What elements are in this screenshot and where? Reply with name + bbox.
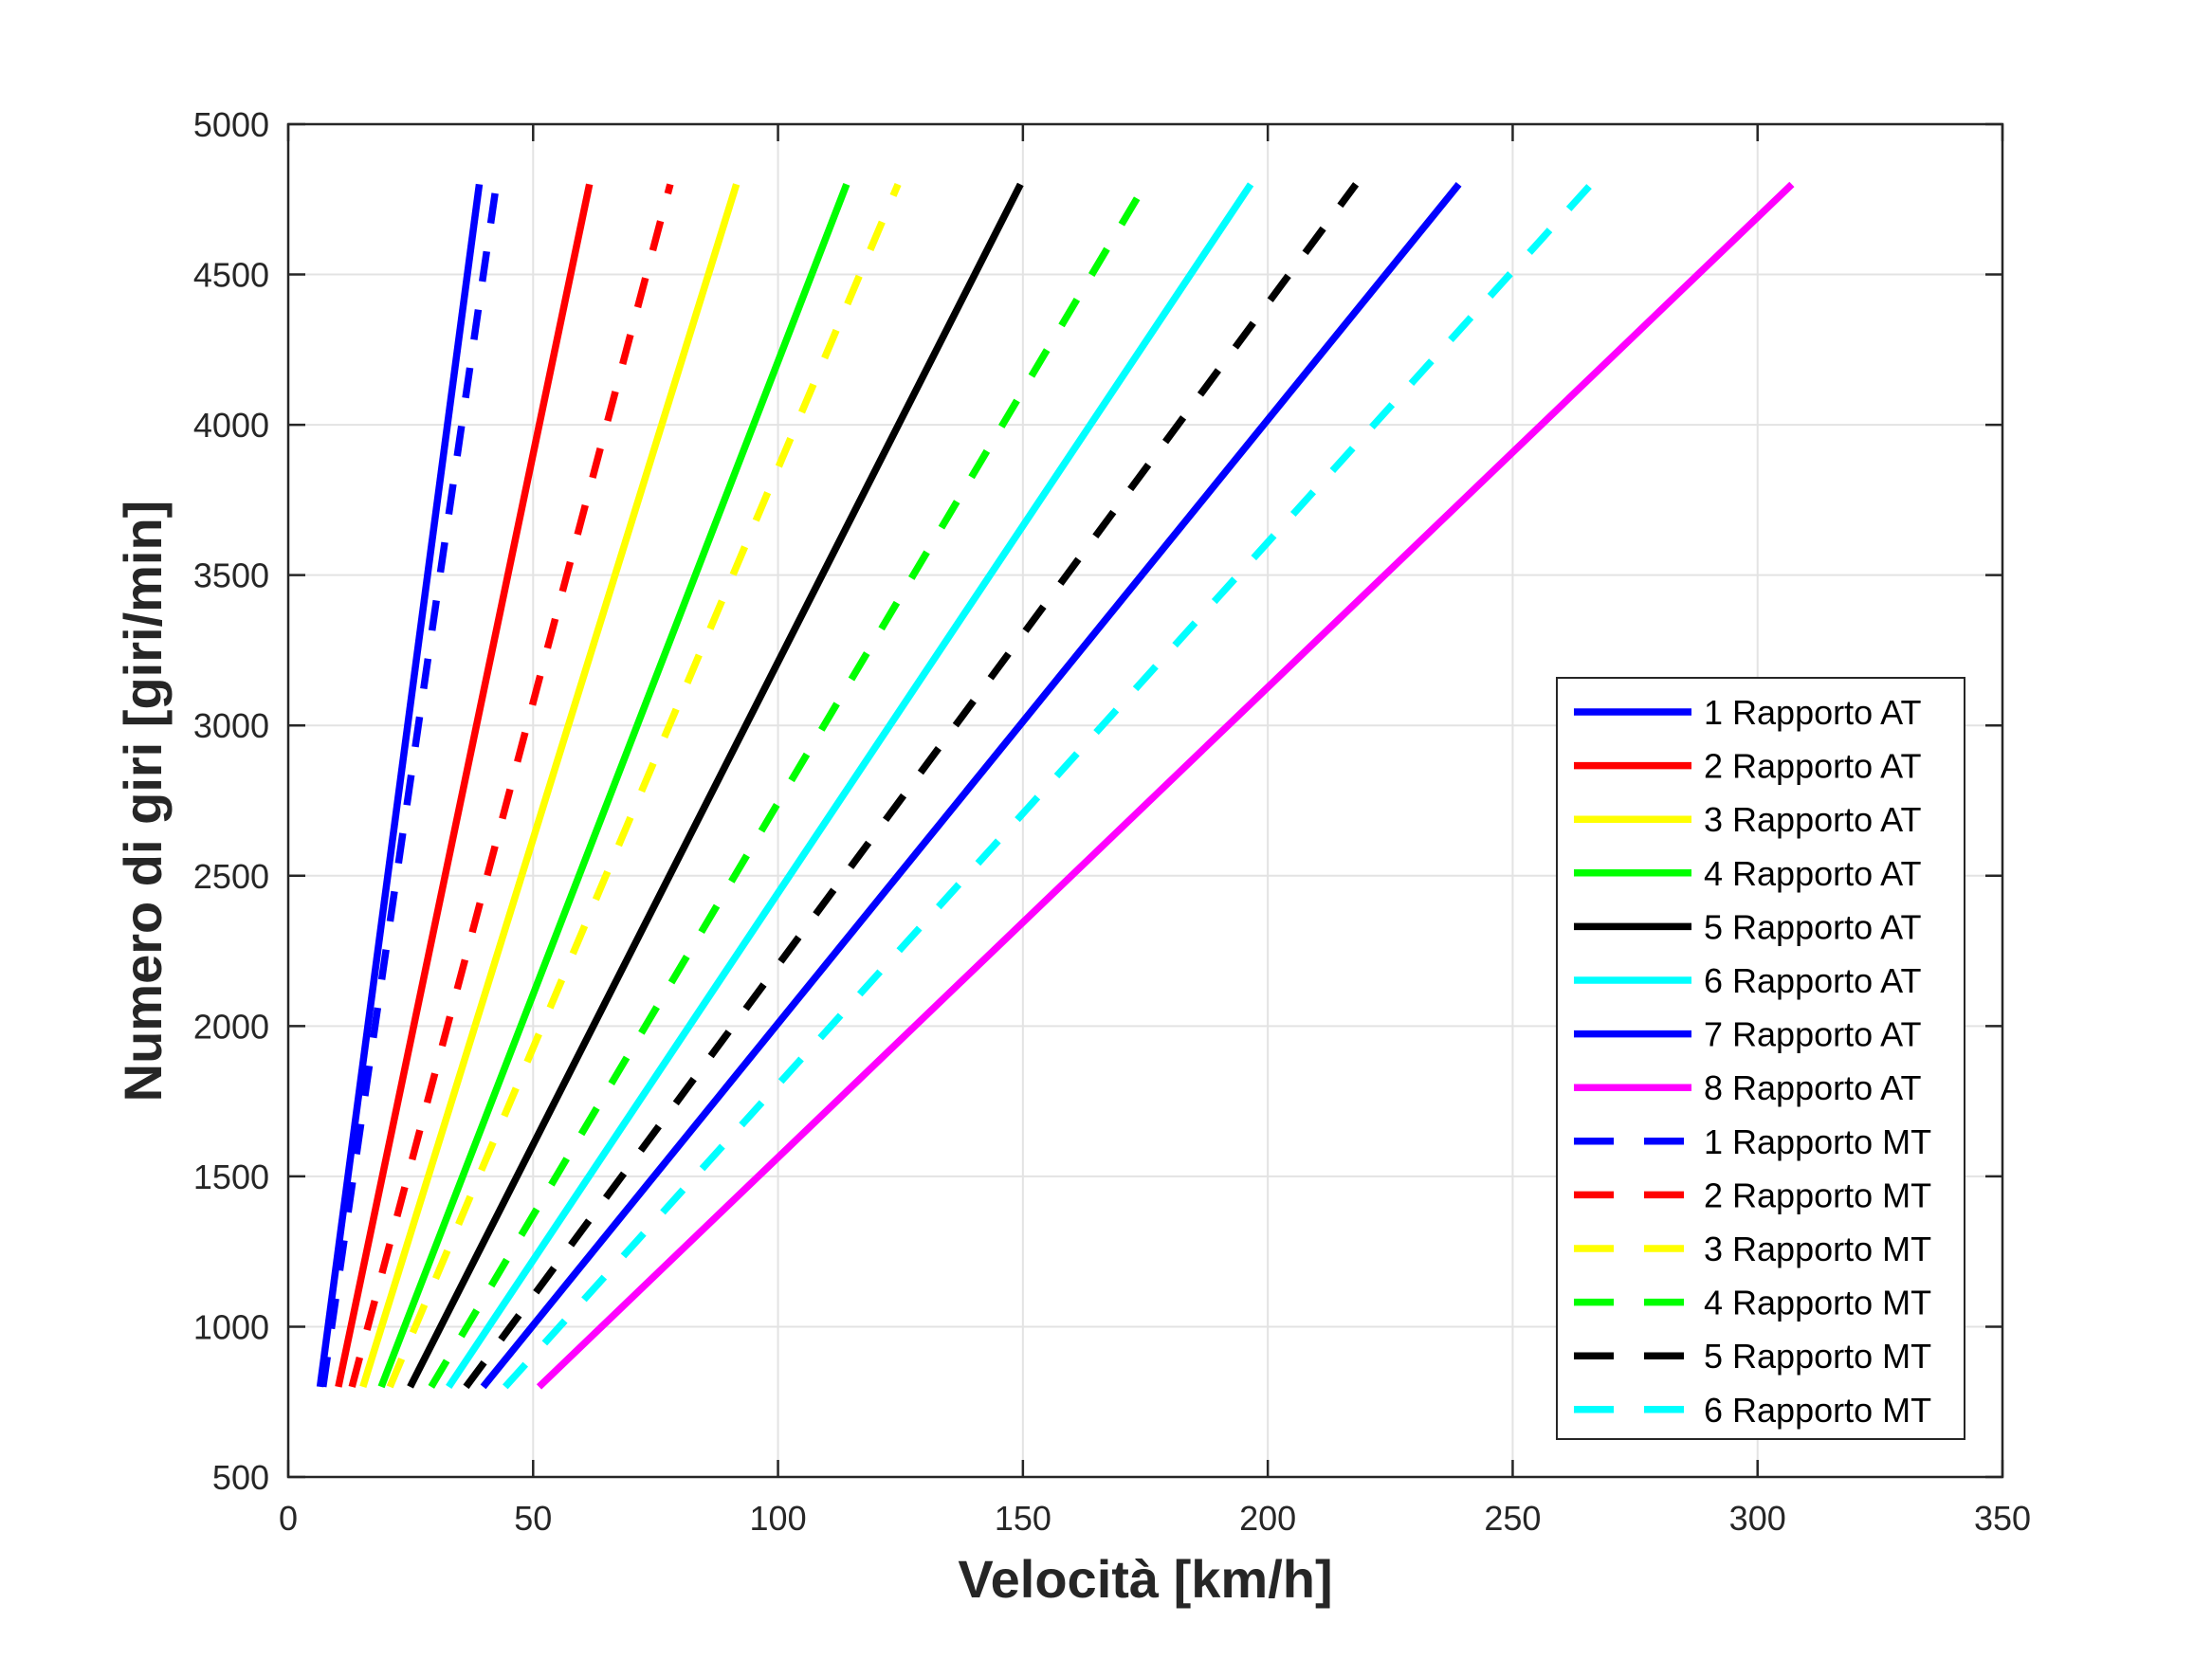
legend-item[interactable]: 1 Rapporto MT: [1574, 1122, 1931, 1161]
series-line-6: [446, 182, 1254, 1389]
y-tick-label: 1000: [193, 1307, 269, 1346]
legend-label: 6 Rapporto MT: [1704, 1391, 1931, 1430]
axes-box: [286, 122, 2004, 1479]
legend-item[interactable]: 6 Rapporto MT: [1574, 1391, 1931, 1430]
y-tick-label: 3500: [193, 556, 269, 595]
x-tick-label: 350: [1974, 1499, 2031, 1538]
legend-item[interactable]: 6 Rapporto AT: [1574, 961, 1921, 1000]
legend-label: 8 Rapporto AT: [1704, 1068, 1921, 1107]
legend[interactable]: 1 Rapporto AT 2 Rapporto AT 3 Rapporto AT 4…: [1556, 677, 1965, 1440]
legend-label: 2 Rapporto MT: [1704, 1176, 1931, 1214]
legend-item[interactable]: 8 Rapporto AT: [1574, 1068, 1921, 1107]
series-line-8: [536, 181, 1795, 1390]
legend-item[interactable]: 3 Rapporto MT: [1574, 1230, 1931, 1268]
legend-item[interactable]: 4 Rapporto AT: [1574, 854, 1921, 893]
series-line-13: [463, 182, 1360, 1390]
axes: [286, 122, 2004, 1479]
legend-label: 6 Rapporto AT: [1704, 961, 1921, 1000]
y-tick-label: 2000: [193, 1007, 269, 1046]
legend-item[interactable]: 1 Rapporto AT: [1574, 693, 1921, 732]
y-tick-label: 500: [212, 1458, 269, 1497]
y-tick-label: 1500: [193, 1158, 269, 1196]
x-tick-label: 100: [750, 1499, 807, 1538]
y-tick-label: 2500: [193, 857, 269, 896]
series-line-9: [319, 183, 501, 1388]
series-line-5: [407, 182, 1024, 1389]
legend-item[interactable]: 3 Rapporto AT: [1574, 800, 1921, 839]
legend-label: 1 Rapporto MT: [1704, 1122, 1931, 1161]
legend-label: 5 Rapporto AT: [1704, 907, 1921, 946]
y-tick-label: 4000: [193, 406, 269, 445]
legend-item[interactable]: 5 Rapporto MT: [1574, 1337, 1931, 1376]
legend-label: 7 Rapporto AT: [1704, 1015, 1921, 1054]
legend-item[interactable]: 4 Rapporto MT: [1574, 1284, 1931, 1322]
y-axis-label: Numero di giri [giri/min]: [113, 501, 173, 1103]
series-line-3: [359, 183, 740, 1389]
legend-label: 3 Rapporto MT: [1704, 1230, 1931, 1268]
x-tick-labels: 0 50 100 150 200 250 300 350: [279, 1499, 2031, 1538]
x-tick-label: 50: [514, 1499, 552, 1538]
y-tick-label: 4500: [193, 256, 269, 295]
legend-item[interactable]: 7 Rapporto AT: [1574, 1015, 1921, 1054]
y-tick-labels: 500 1000 1500 2000 2500 3000 3500 4000 4500 5000: [193, 105, 269, 1497]
x-tick-label: 150: [995, 1499, 1051, 1538]
legend-label: 4 Rapporto MT: [1704, 1284, 1931, 1322]
legend-box: [1556, 677, 1965, 1440]
y-tick-label: 3000: [193, 706, 269, 745]
legend-label: 1 Rapporto AT: [1704, 693, 1921, 732]
series-line-7: [480, 182, 1462, 1390]
legend-label: 3 Rapporto AT: [1704, 800, 1921, 839]
series-line-1: [316, 183, 484, 1388]
x-tick-label: 250: [1484, 1499, 1541, 1538]
legend-item[interactable]: 2 Rapporto MT: [1574, 1176, 1931, 1214]
legend-label: 5 Rapporto MT: [1704, 1337, 1931, 1376]
series-line-2: [335, 183, 594, 1388]
x-axis-label: Velocità [km/h]: [958, 1549, 1332, 1609]
series-line-4: [377, 183, 850, 1389]
legend-label: 4 Rapporto AT: [1704, 854, 1921, 893]
legend-item[interactable]: 5 Rapporto AT: [1574, 907, 1921, 946]
x-tick-label: 200: [1239, 1499, 1296, 1538]
series-line-11: [386, 182, 902, 1389]
x-tick-label: 0: [279, 1499, 298, 1538]
legend-label: 2 Rapporto AT: [1704, 747, 1921, 786]
legend-item[interactable]: 2 Rapporto AT: [1574, 747, 1921, 786]
x-tick-label: 300: [1729, 1499, 1786, 1538]
y-tick-label: 5000: [193, 105, 269, 144]
series-lines: [316, 181, 1795, 1390]
